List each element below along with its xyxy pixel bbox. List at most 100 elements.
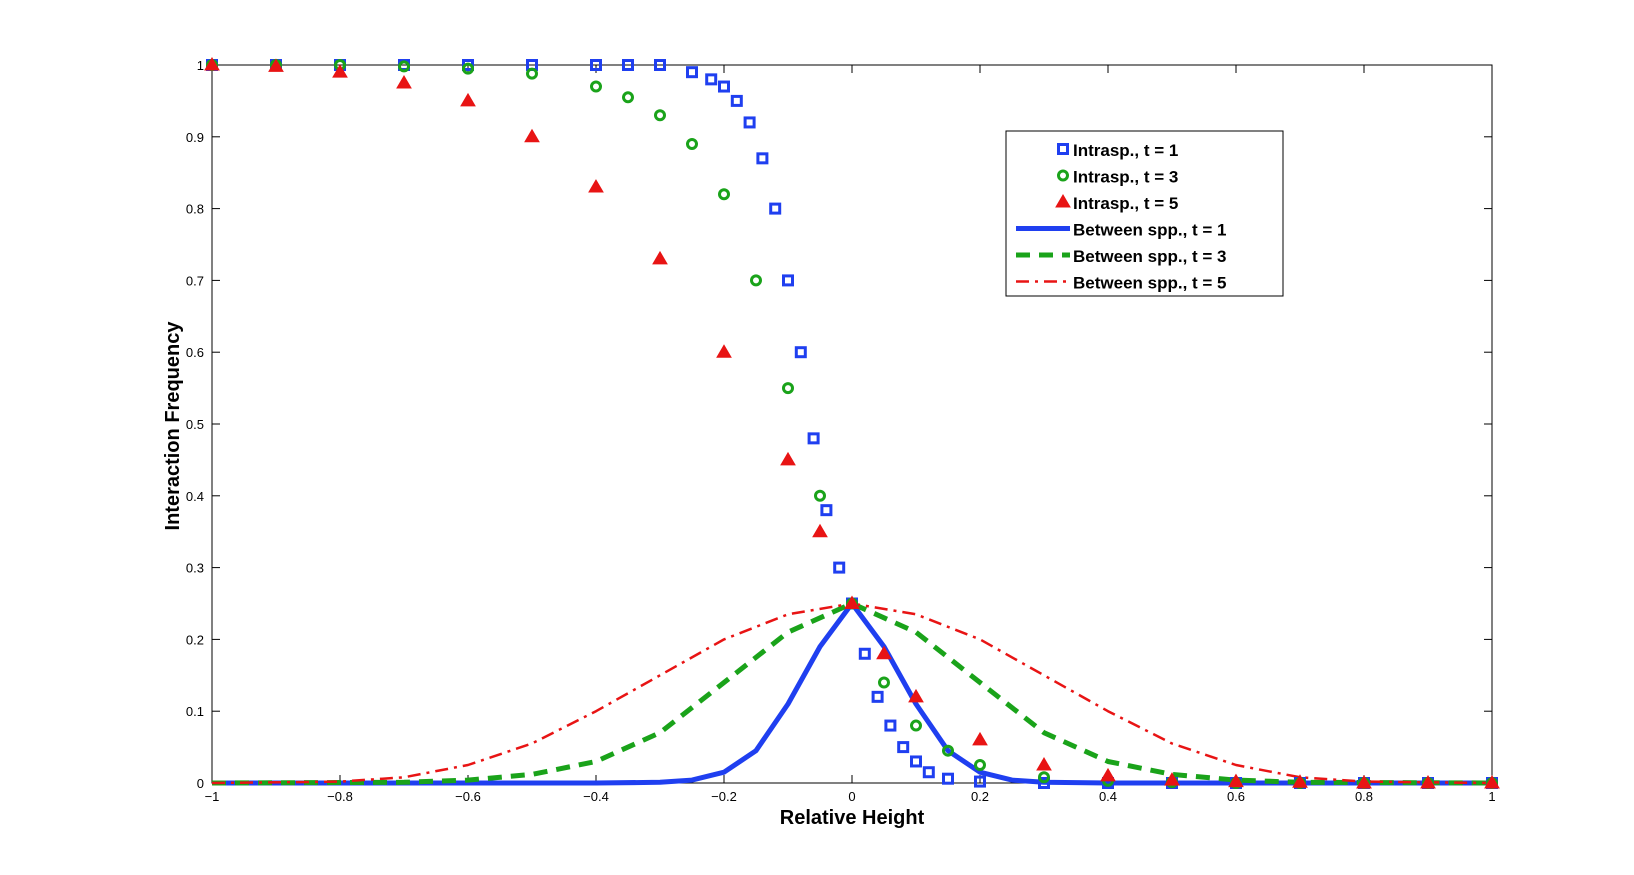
legend-marker-triangle [1055, 194, 1071, 208]
data-point-triangle [812, 523, 828, 538]
data-point-triangle [1228, 773, 1244, 788]
data-point-circle [718, 188, 730, 201]
series-markers [204, 57, 1500, 789]
legend: Intrasp., t = 1 Intrasp., t = 3 Intrasp., … [1005, 130, 1284, 297]
data-point-square [942, 772, 954, 785]
data-point-circle [590, 80, 602, 93]
data-point-triangle [1292, 774, 1308, 788]
data-point-square [807, 432, 820, 445]
data-point-triangle [1484, 775, 1500, 789]
data-point-square [705, 73, 718, 86]
data-point-triangle [876, 645, 892, 660]
x-tick-label: −0.4 [583, 789, 609, 804]
y-tick-label: 0.6 [186, 345, 204, 360]
data-point-circle [398, 60, 410, 73]
x-tick-label: −0.2 [711, 789, 737, 804]
x-tick-label: 0.8 [1355, 789, 1373, 804]
data-point-triangle [1356, 775, 1372, 789]
data-point-triangle [844, 595, 860, 609]
data-point-circle [1038, 771, 1050, 784]
data-point-square [718, 80, 730, 93]
y-tick-label: 0 [197, 776, 204, 791]
x-tick-label: 0.6 [1227, 789, 1245, 804]
data-point-triangle [524, 128, 540, 143]
legend-label: Intrasp., t = 3 [1073, 168, 1178, 187]
data-point-circle [878, 676, 890, 689]
legend-marker-circle [1057, 169, 1069, 182]
data-point-triangle [1420, 775, 1436, 789]
y-axis-title: Interaction Frequency [162, 321, 184, 531]
data-point-square [622, 59, 634, 71]
data-point-square [654, 59, 666, 71]
data-point-circle [654, 109, 666, 122]
legend-marker-square [1057, 143, 1069, 155]
data-point-square [910, 755, 922, 768]
data-point-circle [750, 274, 762, 287]
data-point-circle [974, 759, 986, 772]
data-point-triangle [268, 58, 284, 72]
x-tick-label: 0 [848, 789, 855, 804]
data-point-square [730, 94, 743, 107]
data-point-square [820, 504, 833, 517]
x-axis-title: Relative Height [780, 807, 925, 829]
data-point-square [897, 741, 910, 754]
data-point-square [974, 775, 986, 788]
data-point-square [1038, 777, 1050, 789]
data-point-square [590, 59, 602, 71]
y-tick-label: 0.8 [186, 202, 204, 217]
data-point-square [769, 202, 782, 215]
data-point-circle [686, 137, 698, 150]
x-tick-label: −0.6 [455, 789, 481, 804]
data-point-triangle [780, 451, 796, 466]
legend-label: Intrasp., t = 5 [1073, 194, 1178, 213]
legend-box [1005, 130, 1284, 297]
data-point-triangle [396, 74, 412, 89]
data-point-square [922, 766, 935, 779]
y-tick-label: 0.9 [186, 130, 204, 145]
legend-label: Intrasp., t = 1 [1073, 141, 1178, 160]
y-tick-label: 0.5 [186, 417, 204, 432]
data-point-circle [942, 744, 954, 757]
y-tick-labels: 0 0.1 0.2 0.3 0.4 0.5 0.6 0.7 0.8 0.9 1 [186, 58, 204, 791]
y-tick-label: 0.7 [186, 273, 204, 288]
data-point-square [686, 66, 698, 79]
data-point-triangle [588, 179, 604, 193]
data-point-triangle [1036, 757, 1052, 771]
data-point-triangle [972, 731, 988, 746]
data-point-triangle [1100, 767, 1116, 782]
data-point-triangle [460, 92, 476, 107]
legend-label: Between spp., t = 3 [1073, 247, 1227, 266]
data-point-triangle [716, 344, 732, 358]
data-point-square [884, 719, 897, 732]
data-point-square [871, 690, 884, 703]
x-tick-labels: −1 −0.8 −0.6 −0.4 −0.2 0 0.2 0.4 0.6 0.8 1 [205, 789, 1496, 804]
data-point-circle [814, 489, 826, 502]
y-tick-label: 0.1 [186, 704, 204, 719]
data-point-square [794, 346, 807, 359]
data-point-triangle [332, 64, 348, 78]
data-point-triangle [1164, 772, 1180, 786]
data-point-triangle [652, 250, 668, 265]
x-tick-label: −1 [205, 789, 220, 804]
y-tick-label: 1 [197, 58, 204, 73]
data-point-square [756, 152, 769, 165]
x-tick-label: 0.4 [1099, 789, 1117, 804]
legend-label: Between spp., t = 5 [1073, 274, 1227, 293]
y-tick-label: 0.2 [186, 632, 204, 647]
data-point-square [743, 116, 756, 129]
data-point-square [782, 274, 794, 287]
data-point-circle [462, 62, 474, 75]
legend-label: Between spp., t = 1 [1073, 221, 1227, 240]
y-tick-label: 0.3 [186, 561, 204, 576]
data-point-circle [782, 382, 794, 395]
data-point-circle [622, 91, 634, 104]
y-tick-label: 0.4 [186, 489, 204, 504]
data-point-triangle [204, 57, 220, 71]
data-point-square [858, 647, 871, 660]
x-tick-label: 1 [1488, 789, 1495, 804]
x-tick-label: −0.8 [327, 789, 353, 804]
data-point-circle [910, 719, 922, 732]
data-point-circle [526, 67, 538, 80]
x-tick-label: 0.2 [971, 789, 989, 804]
